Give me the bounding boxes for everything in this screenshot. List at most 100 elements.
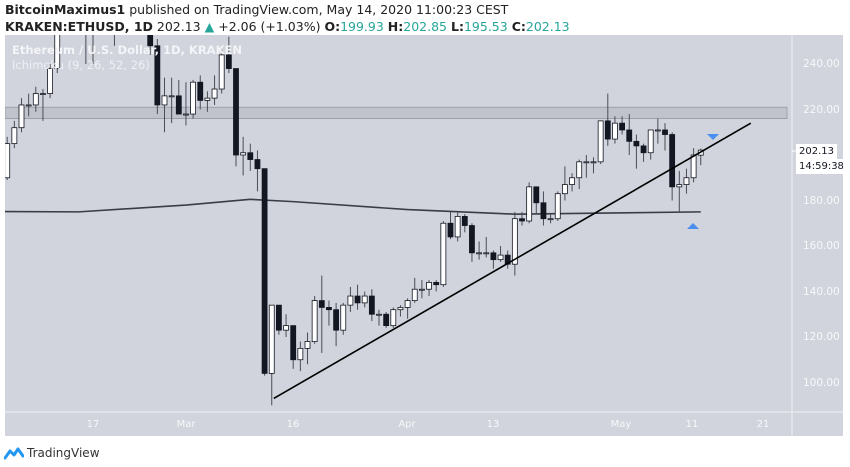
candle-up	[583, 161, 590, 164]
publish-header: BitcoinMaximus1 published on TradingView…	[5, 1, 570, 35]
candle-down	[447, 222, 454, 238]
candle-up	[569, 177, 575, 185]
candle-up	[526, 186, 533, 222]
tradingview-logo[interactable]: TradingView	[4, 446, 100, 460]
candle-up	[47, 68, 53, 94]
candle-down	[461, 216, 468, 226]
candle-down	[247, 152, 254, 160]
x-tick-17: 17	[86, 419, 100, 430]
high-value: 202.85	[403, 19, 448, 34]
candle-down	[233, 68, 239, 156]
candle-up	[654, 129, 661, 132]
candle-up	[347, 295, 354, 306]
candle-down	[290, 325, 297, 361]
candle-down	[197, 81, 204, 101]
moving-average-line	[5, 198, 701, 215]
candle-down	[147, 35, 154, 47]
candle-down	[519, 218, 525, 222]
symbol-line: KRAKEN:ETHUSD, 1D 202.13 ▲ +2.06 (+1.03%…	[5, 18, 570, 35]
current-price-tag: 202.13	[796, 144, 837, 159]
y-tick-100: 100.00	[803, 377, 840, 389]
open-label: O:	[324, 19, 341, 34]
candle-up	[168, 95, 175, 98]
candle-up	[98, 0, 103, 7]
candle-down	[126, 7, 131, 14]
candle-up	[597, 120, 604, 163]
last-price: 202.13	[156, 19, 201, 34]
candle-down	[368, 295, 375, 315]
candle-up	[647, 129, 654, 154]
candle-up	[376, 313, 382, 316]
candle-up	[18, 104, 25, 129]
candle-up	[133, 0, 138, 14]
candle-up	[32, 93, 39, 106]
candle-up	[54, 35, 61, 69]
candle-up	[397, 307, 404, 311]
x-tick-11: 11	[685, 419, 699, 430]
candle-down	[105, 0, 110, 23]
candle-down	[626, 129, 633, 142]
up-triangle-marker-icon	[687, 223, 699, 229]
low-value: 195.53	[463, 19, 508, 34]
symbol-label: KRAKEN:ETHUSD, 1D	[5, 19, 153, 34]
candle-up	[454, 216, 461, 238]
x-tick-16: 16	[286, 419, 300, 430]
candle-up	[576, 161, 583, 179]
candle-up	[476, 252, 483, 255]
candle-up	[204, 97, 211, 101]
close-label: C:	[511, 19, 526, 34]
published-text: published on TradingView.com, May 14, 20…	[129, 2, 509, 17]
candle-up	[297, 347, 304, 361]
candle-down	[640, 145, 647, 154]
candle-up	[690, 154, 697, 179]
y-tick-160: 160.00	[803, 240, 840, 252]
candle-down	[225, 54, 232, 69]
candle-down	[83, 9, 88, 14]
y-tick-240: 240.00	[803, 58, 840, 70]
candle-up	[218, 54, 225, 90]
candle-up	[547, 218, 554, 221]
candle-down	[254, 159, 261, 170]
candle-up	[304, 341, 311, 349]
candle-up	[676, 184, 683, 188]
candle-up	[283, 325, 289, 331]
candle-up	[440, 222, 447, 286]
chart-frame	[5, 35, 843, 436]
candle-down	[141, 0, 146, 5]
candle-down	[490, 252, 497, 261]
author-name[interactable]: BitcoinMaximus1	[5, 2, 126, 17]
resistance-zone	[5, 106, 788, 119]
y-tick-180: 180.00	[803, 195, 840, 207]
bar-countdown-tag: 14:59:38	[796, 159, 847, 174]
candle-up	[311, 300, 318, 342]
tradingview-cloud-icon	[4, 447, 24, 460]
candle-down	[261, 168, 268, 374]
x-tick-21: 21	[756, 419, 770, 430]
candle-up	[390, 309, 397, 327]
candle-up	[0, 178, 3, 180]
candle-up	[240, 152, 247, 156]
candle-down	[469, 225, 475, 254]
candle-up	[340, 304, 347, 331]
candle-up	[268, 304, 275, 374]
candle-down	[326, 307, 332, 311]
candle-up	[404, 300, 411, 308]
y-tick-140: 140.00	[803, 286, 840, 298]
candle-down	[333, 309, 340, 331]
candle-up	[183, 113, 189, 116]
indicator-legend[interactable]: Ichimoku (9, 26, 52, 26)	[12, 58, 150, 72]
candle-up	[112, 23, 117, 24]
candle-up	[91, 7, 96, 14]
candle-down	[433, 281, 440, 286]
candle-down	[318, 300, 325, 308]
candle-down	[175, 95, 182, 115]
up-arrow-icon: ▲	[204, 19, 215, 34]
candle-up	[119, 7, 124, 23]
candle-down	[662, 129, 668, 135]
candle-up	[190, 81, 197, 115]
low-label: L:	[451, 19, 464, 34]
open-value: 199.93	[340, 19, 384, 34]
candle-up	[411, 288, 418, 302]
candle-down	[76, 0, 81, 9]
